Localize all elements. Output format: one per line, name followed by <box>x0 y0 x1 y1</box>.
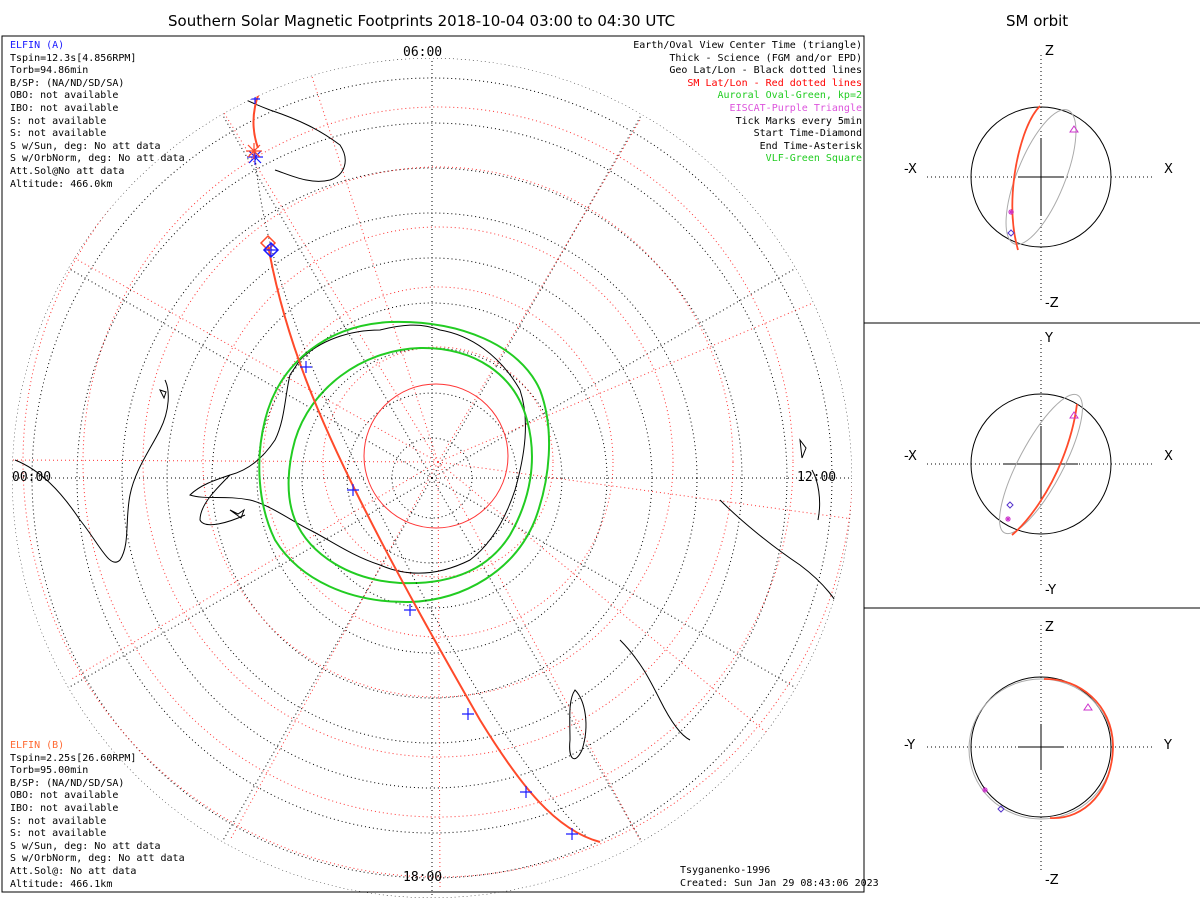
sat-b-line: Att.Sol@: No att data <box>10 865 137 877</box>
polar-map <box>12 58 852 898</box>
orbit-title: SM orbit <box>1006 12 1069 30</box>
panel1-right: X <box>1164 162 1173 177</box>
legend-item: Earth/Oval View Center Time (triangle) <box>633 40 862 51</box>
sat-a-line: Tspin=12.3s[4.856RPM] <box>10 52 137 64</box>
sat-a-line: S: not available <box>10 128 107 140</box>
sm-inner-circle <box>363 383 509 529</box>
sat-a-info: ELFIN (A) Tspin=12.3s[4.856RPM] Torb=94.… <box>10 40 185 191</box>
end-asterisk-b <box>246 143 262 159</box>
legend-item: Geo Lat/Lon - Black dotted lines <box>669 65 862 77</box>
panel2-left: -X <box>904 449 917 464</box>
panel3-top: Z <box>1045 620 1054 635</box>
panel1-top: Z <box>1045 44 1054 59</box>
panel2-top: Y <box>1045 331 1053 346</box>
sat-a-line: Torb=94.86min <box>10 65 89 77</box>
time-label-right: 12:00 <box>797 470 837 485</box>
sat-b-line: S w/Sun, deg: No att data <box>10 840 161 852</box>
orbit-panel-xy <box>927 340 1155 585</box>
sat-b-line: Altitude: 466.1km <box>10 878 113 890</box>
orbit-panel-yz <box>927 625 1155 870</box>
panel2-bottom: -Y <box>1045 583 1057 598</box>
orbit-panel-xz <box>927 55 1155 300</box>
panel3-left: -Y <box>904 738 916 753</box>
plot-title: Southern Solar Magnetic Footprints 2018-… <box>168 12 676 30</box>
start-diamond-a <box>262 241 280 259</box>
auroral-oval-outer <box>258 320 551 604</box>
sat-b-line: Torb=95.00min <box>10 765 89 777</box>
elfin-a-trace <box>254 154 591 841</box>
panel3-bottom: -Z <box>1045 873 1059 888</box>
sat-b-line: S: not available <box>10 828 107 840</box>
sat-b-info: ELFIN (B) Tspin=2.25s[26.60RPM] Torb=95.… <box>10 740 185 891</box>
panel2-right: X <box>1164 449 1173 464</box>
start-tick <box>265 244 277 256</box>
sat-a-line: B/SP: (NA/ND/SD/SA) <box>10 77 125 89</box>
elfin-trace-top <box>252 75 271 149</box>
sat-b-line: OBO: not available <box>10 790 119 802</box>
sat-b-name: ELFIN (B) <box>10 740 65 751</box>
time-label-bottom: 18:00 <box>403 870 443 885</box>
legend: Earth/Oval View Center Time (triangle) T… <box>633 40 862 166</box>
sat-b-line: B/SP: (NA/ND/SD/SA) <box>10 777 125 789</box>
end-asterisk-a <box>247 149 263 165</box>
sat-a-line: Att.Sol@No att data <box>10 165 125 177</box>
sat-b-line: S w/OrbNorm, deg: No att data <box>10 853 185 865</box>
sat-a-line: Altitude: 466.0km <box>10 178 113 190</box>
sm-meridians <box>12 58 852 891</box>
legend-item: Thick - Science (FGM and/or EPD) <box>669 52 862 64</box>
legend-item: Tick Marks every 5min <box>735 115 862 127</box>
time-label-left: 00:00 <box>12 470 52 485</box>
geo-meridians <box>12 58 852 898</box>
sat-b-line: S: not available <box>10 815 107 827</box>
model-label: Tsyganenko-1996 <box>680 865 771 876</box>
auroral-oval-inner <box>287 346 533 585</box>
sm-lat-circles <box>22 58 852 878</box>
sat-b-line: IBO: not available <box>10 802 119 814</box>
legend-item: SM Lat/Lon - Red dotted lines <box>687 77 862 89</box>
legend-item: Auroral Oval-Green, kp=2 <box>717 90 863 102</box>
elfin-trace-main <box>267 244 601 843</box>
sat-b-line: Tspin=2.25s[26.60RPM] <box>10 752 137 764</box>
created-label: Created: Sun Jan 29 08:43:06 2023 <box>680 878 879 889</box>
sat-a-line: S w/Sun, deg: No att data <box>10 140 161 152</box>
sat-a-line: S: not available <box>10 115 107 127</box>
legend-item: Start Time-Diamond <box>753 128 862 140</box>
sat-a-name: ELFIN (A) <box>10 40 65 51</box>
map-frame <box>1 35 865 893</box>
time-label-top: 06:00 <box>403 45 443 60</box>
sat-a-line: S w/OrbNorm, deg: No att data <box>10 153 185 165</box>
panel3-right: Y <box>1164 738 1172 753</box>
tick-marks <box>250 94 578 840</box>
legend-item: EISCAT-Purple Triangle <box>729 102 862 114</box>
legend-item: VLF-Green Square <box>765 153 862 165</box>
sat-a-line: IBO: not available <box>10 102 119 114</box>
legend-item: End Time-Asterisk <box>759 140 862 152</box>
sat-a-line: OBO: not available <box>10 90 119 102</box>
panel1-left: -X <box>904 162 917 177</box>
panel1-bottom: -Z <box>1045 296 1059 311</box>
